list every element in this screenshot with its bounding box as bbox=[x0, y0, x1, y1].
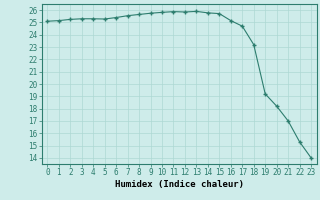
X-axis label: Humidex (Indice chaleur): Humidex (Indice chaleur) bbox=[115, 180, 244, 189]
